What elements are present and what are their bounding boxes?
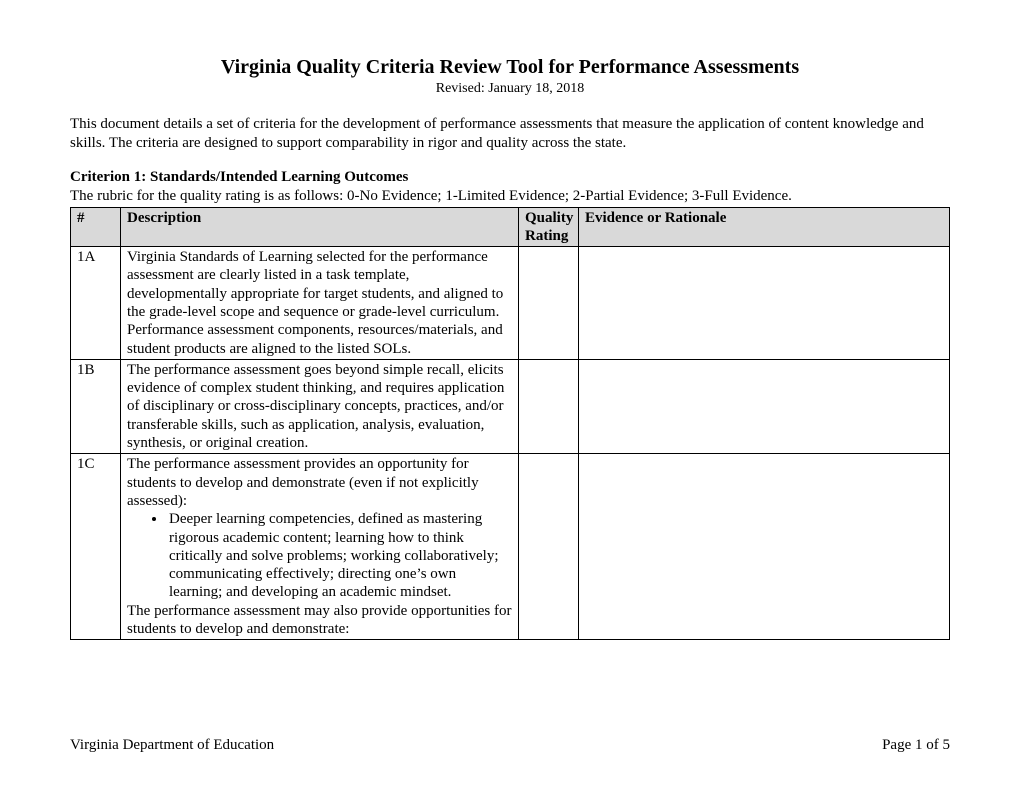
table-header-row: # Description Quality Rating Evidence or… [71, 207, 950, 247]
list-item: Deeper learning competencies, defined as… [167, 510, 512, 601]
col-header-quality-rating: Quality Rating [519, 207, 579, 247]
row-quality-rating [519, 359, 579, 453]
criterion-1-heading: Criterion 1: Standards/Intended Learning… [70, 169, 950, 186]
row-desc-intro: The performance assessment provides an o… [127, 456, 479, 509]
col-header-description: Description [121, 207, 519, 247]
row-description: Virginia Standards of Learning selected … [121, 247, 519, 360]
page-title: Virginia Quality Criteria Review Tool fo… [70, 56, 950, 79]
col-header-evidence: Evidence or Rationale [579, 207, 950, 247]
row-desc-outro: The performance assessment may also prov… [127, 603, 511, 637]
rubric-legend: The rubric for the quality rating is as … [70, 188, 950, 205]
table-row: 1B The performance assessment goes beyon… [71, 359, 950, 453]
row-description: The performance assessment provides an o… [121, 454, 519, 640]
page-footer: Virginia Department of Education Page 1 … [70, 737, 950, 754]
row-description: The performance assessment goes beyond s… [121, 359, 519, 453]
row-desc-bullets: Deeper learning competencies, defined as… [149, 510, 512, 601]
row-quality-rating [519, 247, 579, 360]
revised-date: Revised: January 18, 2018 [70, 81, 950, 97]
criteria-table: # Description Quality Rating Evidence or… [70, 207, 950, 641]
intro-paragraph: This document details a set of criteria … [70, 115, 950, 153]
footer-left: Virginia Department of Education [70, 737, 274, 753]
row-evidence [579, 454, 950, 640]
col-header-number: # [71, 207, 121, 247]
footer-right: Page 1 of 5 [882, 737, 950, 754]
row-number: 1C [71, 454, 121, 640]
page: Virginia Quality Criteria Review Tool fo… [0, 0, 1020, 788]
row-quality-rating [519, 454, 579, 640]
row-evidence [579, 247, 950, 360]
row-number: 1B [71, 359, 121, 453]
table-row: 1C The performance assessment provides a… [71, 454, 950, 640]
row-evidence [579, 359, 950, 453]
row-number: 1A [71, 247, 121, 360]
table-row: 1A Virginia Standards of Learning select… [71, 247, 950, 360]
